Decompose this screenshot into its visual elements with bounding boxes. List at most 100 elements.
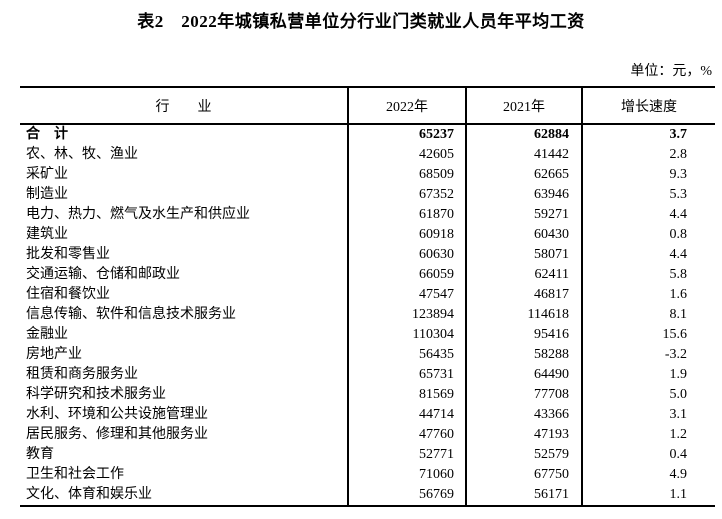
value-2021-cell: 62884 <box>465 124 582 145</box>
value-2021-cell: 43366 <box>465 405 582 425</box>
industry-cell: 文化、体育和娱乐业 <box>26 487 152 502</box>
industry-cell: 信息传输、软件和信息技术服务业 <box>26 307 236 322</box>
value-2021-cell: 52579 <box>465 445 582 465</box>
industry-cell: 批发和零售业 <box>26 247 110 262</box>
growth-rate-cell: 5.0 <box>581 385 715 405</box>
industry-cell: 租赁和商务服务业 <box>26 367 138 382</box>
growth-rate-cell: 1.6 <box>581 285 715 305</box>
table-row: 信息传输、软件和信息技术服务业 123894 114618 8.1 <box>20 305 715 325</box>
value-2021-cell: 62411 <box>465 265 582 285</box>
value-2021-cell: 41442 <box>465 145 582 165</box>
value-2022-cell: 56435 <box>347 345 466 365</box>
table-row: 卫生和社会工作 71060 67750 4.9 <box>20 465 715 485</box>
value-2022-cell: 47547 <box>347 285 466 305</box>
value-2022-cell: 60918 <box>347 225 466 245</box>
growth-rate-cell: 5.8 <box>581 265 715 285</box>
value-2022-cell: 110304 <box>347 325 466 345</box>
table-row: 教育 52771 52579 0.4 <box>20 445 715 465</box>
growth-rate-cell: 4.4 <box>581 205 715 225</box>
value-2022-cell: 71060 <box>347 465 466 485</box>
value-2022-cell: 61870 <box>347 205 466 225</box>
header-row: 行 业 2022年 2021年 增长速度 <box>20 87 715 125</box>
value-2021-cell: 58071 <box>465 245 582 265</box>
table-row: 电力、热力、燃气及水生产和供应业 61870 59271 4.4 <box>20 205 715 225</box>
growth-rate-cell: -3.2 <box>581 345 715 365</box>
table-row: 科学研究和技术服务业 81569 77708 5.0 <box>20 385 715 405</box>
growth-rate-cell: 8.1 <box>581 305 715 325</box>
industry-cell: 农、林、牧、渔业 <box>26 147 138 162</box>
industry-cell: 交通运输、仓储和邮政业 <box>26 267 180 282</box>
value-2021-cell: 58288 <box>465 345 582 365</box>
value-2021-cell: 59271 <box>465 205 582 225</box>
value-2021-cell: 67750 <box>465 465 582 485</box>
growth-rate-cell: 1.1 <box>581 485 715 506</box>
table-row: 房地产业 56435 58288 -3.2 <box>20 345 715 365</box>
value-2022-cell: 65731 <box>347 365 466 385</box>
industry-cell: 合 计 <box>26 127 68 142</box>
industry-cell: 金融业 <box>26 327 68 342</box>
header-2021: 2021年 <box>465 87 582 125</box>
value-2022-cell: 66059 <box>347 265 466 285</box>
table-row: 建筑业 60918 60430 0.8 <box>20 225 715 245</box>
growth-rate-cell: 3.1 <box>581 405 715 425</box>
table-row: 采矿业 68509 62665 9.3 <box>20 165 715 185</box>
value-2021-cell: 56171 <box>465 485 582 506</box>
growth-rate-cell: 0.4 <box>581 445 715 465</box>
value-2022-cell: 56769 <box>347 485 466 506</box>
table-row: 金融业 110304 95416 15.6 <box>20 325 715 345</box>
table-body: 合 计 65237 62884 3.7 农、林、牧、渔业 42605 41442 2.8 采矿业… <box>20 124 715 506</box>
table-row: 居民服务、修理和其他服务业 47760 47193 1.2 <box>20 425 715 445</box>
value-2021-cell: 64490 <box>465 365 582 385</box>
table-row: 制造业 67352 63946 5.3 <box>20 185 715 205</box>
growth-rate-cell: 4.4 <box>581 245 715 265</box>
value-2022-cell: 65237 <box>347 124 466 145</box>
industry-cell: 卫生和社会工作 <box>26 467 124 482</box>
growth-rate-cell: 1.2 <box>581 425 715 445</box>
value-2021-cell: 63946 <box>465 185 582 205</box>
value-2022-cell: 47760 <box>347 425 466 445</box>
table-row: 住宿和餐饮业 47547 46817 1.6 <box>20 285 715 305</box>
growth-rate-cell: 1.9 <box>581 365 715 385</box>
industry-cell: 教育 <box>26 447 54 462</box>
industry-cell: 住宿和餐饮业 <box>26 287 110 302</box>
value-2022-cell: 44714 <box>347 405 466 425</box>
growth-rate-cell: 5.3 <box>581 185 715 205</box>
growth-rate-cell: 4.9 <box>581 465 715 485</box>
value-2022-cell: 60630 <box>347 245 466 265</box>
table-row: 农、林、牧、渔业 42605 41442 2.8 <box>20 145 715 165</box>
header-2022: 2022年 <box>347 87 466 125</box>
growth-rate-cell: 15.6 <box>581 325 715 345</box>
industry-cell: 居民服务、修理和其他服务业 <box>26 427 208 442</box>
table-row: 水利、环境和公共设施管理业 44714 43366 3.1 <box>20 405 715 425</box>
value-2022-cell: 67352 <box>347 185 466 205</box>
value-2021-cell: 47193 <box>465 425 582 445</box>
table-row: 交通运输、仓储和邮政业 66059 62411 5.8 <box>20 265 715 285</box>
value-2021-cell: 60430 <box>465 225 582 245</box>
wage-table: 行 业 2022年 2021年 增长速度 合 计 65237 62884 3.7 农、林… <box>20 86 715 507</box>
industry-cell: 采矿业 <box>26 167 68 182</box>
header-industry: 行 业 <box>20 87 348 125</box>
value-2021-cell: 46817 <box>465 285 582 305</box>
value-2022-cell: 42605 <box>347 145 466 165</box>
table-row: 合 计 65237 62884 3.7 <box>20 124 715 145</box>
industry-cell: 电力、热力、燃气及水生产和供应业 <box>26 207 250 222</box>
value-2022-cell: 123894 <box>347 305 466 325</box>
value-2022-cell: 52771 <box>347 445 466 465</box>
growth-rate-cell: 3.7 <box>581 124 715 145</box>
unit-note: 单位：元，% <box>630 64 712 79</box>
table-row: 批发和零售业 60630 58071 4.4 <box>20 245 715 265</box>
growth-rate-cell: 2.8 <box>581 145 715 165</box>
industry-cell: 建筑业 <box>26 227 68 242</box>
value-2021-cell: 77708 <box>465 385 582 405</box>
table-header: 行 业 2022年 2021年 增长速度 <box>20 87 715 125</box>
value-2021-cell: 95416 <box>465 325 582 345</box>
value-2021-cell: 114618 <box>465 305 582 325</box>
page-title: 表2 2022年城镇私营单位分行业门类就业人员年平均工资 <box>137 12 585 31</box>
header-growth: 增长速度 <box>581 87 715 125</box>
value-2022-cell: 68509 <box>347 165 466 185</box>
table-row: 文化、体育和娱乐业 56769 56171 1.1 <box>20 485 715 506</box>
industry-cell: 科学研究和技术服务业 <box>26 387 166 402</box>
value-2022-cell: 81569 <box>347 385 466 405</box>
industry-cell: 制造业 <box>26 187 68 202</box>
